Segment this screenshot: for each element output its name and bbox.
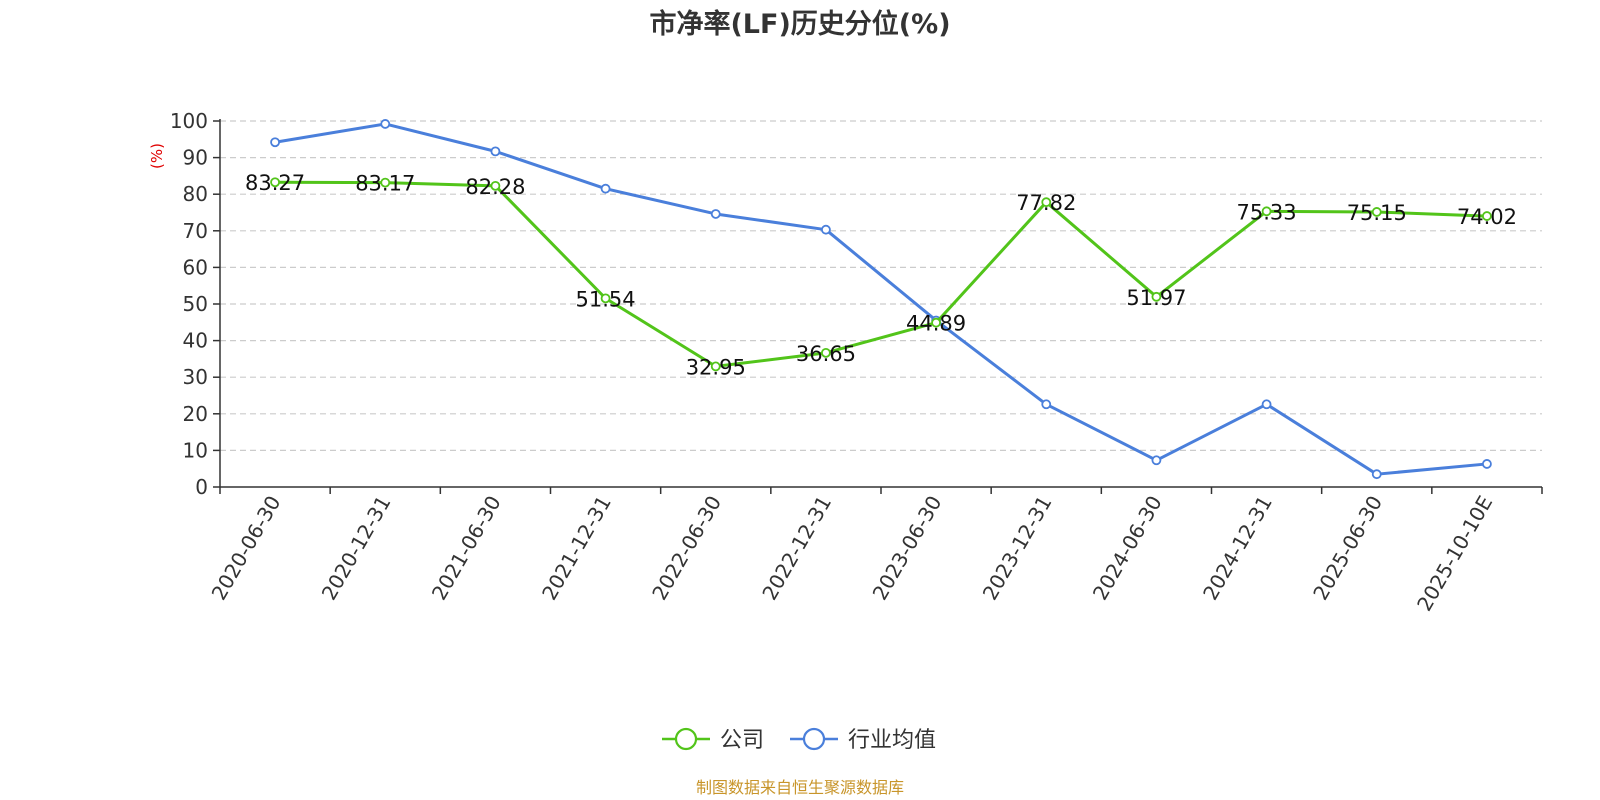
data-point[interactable] [1482,211,1492,221]
legend-marker-icon [674,727,698,751]
x-tick-label: 2020-06-30 [207,492,286,605]
data-point[interactable] [1041,197,1052,208]
series-line [275,180,1487,368]
data-label: 83.17 [355,172,415,196]
legend-label: 公司 [720,728,764,753]
data-point[interactable] [710,209,721,219]
data-label: 51.54 [576,287,636,311]
data-point[interactable] [380,119,391,129]
y-tick-label: 20 [183,402,208,426]
y-tick-label: 60 [183,255,208,279]
x-tick-label: 2021-12-31 [537,492,616,605]
data-point[interactable] [1371,469,1382,480]
data-point[interactable] [1151,455,1162,466]
data-point[interactable] [600,293,611,304]
axes [213,119,1543,494]
legend-label: 行业均值 [848,728,936,753]
data-label: 83.27 [245,171,305,195]
data-label: 75.15 [1347,201,1407,225]
y-tick-labels: 0 10 20 30 40 50 60 70 80 90 100 [170,109,208,499]
data-point[interactable] [270,177,280,188]
data-label: 32.95 [686,355,746,379]
data-point[interactable] [380,177,391,188]
data-label: 44.89 [906,312,966,336]
grid-lines [220,120,1542,451]
legend-marker-icon [802,727,826,751]
y-tick-label: 90 [183,146,208,170]
data-point[interactable] [1261,399,1272,410]
x-tick-label: 2024-12-31 [1198,492,1277,605]
y-axis-label: (%) [148,143,166,169]
y-tick-label: 50 [183,292,208,316]
data-label: 77.82 [1016,191,1076,215]
data-point[interactable] [490,180,501,191]
data-label: 36.65 [796,342,856,366]
y-tick-label: 10 [183,438,208,462]
x-tick-label: 2025-10-10E [1412,492,1497,616]
series-0 [270,177,1492,372]
data-point[interactable] [821,224,831,235]
x-tick-label: 2021-06-30 [427,492,506,605]
data-point[interactable] [600,183,611,194]
data-point[interactable] [710,361,721,372]
legend-item-0[interactable]: 公司 [662,727,764,753]
data-label: 51.97 [1126,286,1186,310]
x-tick-label: 2023-12-31 [978,492,1057,605]
y-tick-label: 80 [183,182,208,206]
data-label: 75.33 [1237,200,1297,224]
x-tick-label: 2020-12-31 [317,492,396,605]
legend[interactable]: 公司 行业均值 [662,727,936,753]
data-label: 74.02 [1457,205,1517,229]
legend-item-1[interactable]: 行业均值 [790,727,936,753]
series-layer [270,119,1492,480]
data-point[interactable] [931,317,941,328]
data-point[interactable] [1041,399,1052,410]
y-tick-label: 0 [195,475,208,499]
x-tick-label: 2022-12-31 [757,492,836,605]
x-tick-label: 2025-06-30 [1308,492,1387,605]
x-tick-label: 2023-06-30 [868,492,947,605]
data-point[interactable] [1371,207,1382,217]
data-point[interactable] [1482,459,1492,469]
y-tick-label: 30 [183,365,208,389]
x-tick-labels: 2020-06-30 2020-12-31 2021-06-30 2021-12-31… [207,492,1498,616]
data-point[interactable] [270,137,280,148]
data-point[interactable] [1151,291,1162,302]
y-tick-label: 100 [170,109,208,133]
y-tick-label: 70 [183,219,208,243]
data-point[interactable] [490,146,501,157]
chart-title: 市净率(LF)历史分位(%) [649,8,950,40]
series-1 [270,119,1492,480]
source-note: 制图数据来自恒生聚源数据库 [696,778,904,797]
data-labels: 83.27 83.17 82.28 51.54 32.95 36.65 44.89 77.82… [245,171,1517,379]
data-label: 82.28 [465,175,525,199]
series-line [274,122,1488,476]
data-point[interactable] [1261,206,1272,217]
x-tick-label: 2024-06-30 [1088,492,1167,605]
x-tick-label: 2022-06-30 [647,492,726,605]
y-tick-label: 40 [183,329,208,353]
data-point[interactable] [821,347,831,358]
